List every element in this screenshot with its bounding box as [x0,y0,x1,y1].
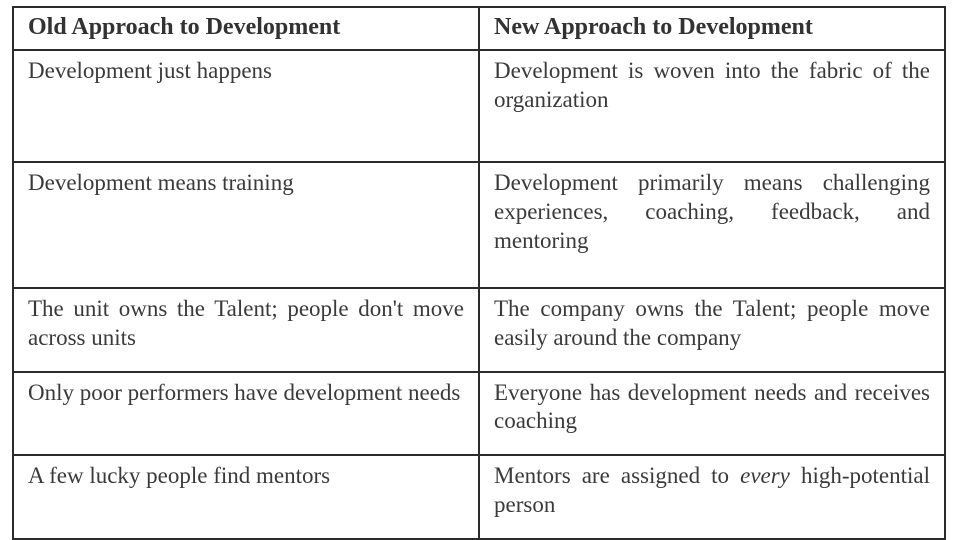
cell-new: Development primarily means challenging … [479,162,945,288]
cell-old: The unit owns the Talent; people don't m… [13,288,479,372]
table-header-row: Old Approach to Development New Approach… [13,7,945,50]
development-approach-table: Old Approach to Development New Approach… [12,6,946,540]
cell-new: Development is woven into the fabric of … [479,50,945,162]
table-row: The unit owns the Talent; people don't m… [13,288,945,372]
cell-old: Development means training [13,162,479,288]
cell-new: Mentors are assigned to every high-poten… [479,455,945,539]
table-row: A few lucky people find mentors Mentors … [13,455,945,539]
table-row: Only poor performers have development ne… [13,372,945,456]
col-header-old: Old Approach to Development [13,7,479,50]
cell-new: Everyone has development needs and recei… [479,372,945,456]
cell-old: Development just happens [13,50,479,162]
col-header-new: New Approach to Development [479,7,945,50]
cell-old: A few lucky people find mentors [13,455,479,539]
cell-new-prefix: Mentors are assigned to [494,463,740,488]
page-wrap: Old Approach to Development New Approach… [0,0,958,522]
table-row: Development just happens Development is … [13,50,945,162]
cell-new: The company owns the Talent; people move… [479,288,945,372]
cell-new-em: every [740,463,790,488]
cell-old: Only poor performers have development ne… [13,372,479,456]
table-row: Development means training Development p… [13,162,945,288]
